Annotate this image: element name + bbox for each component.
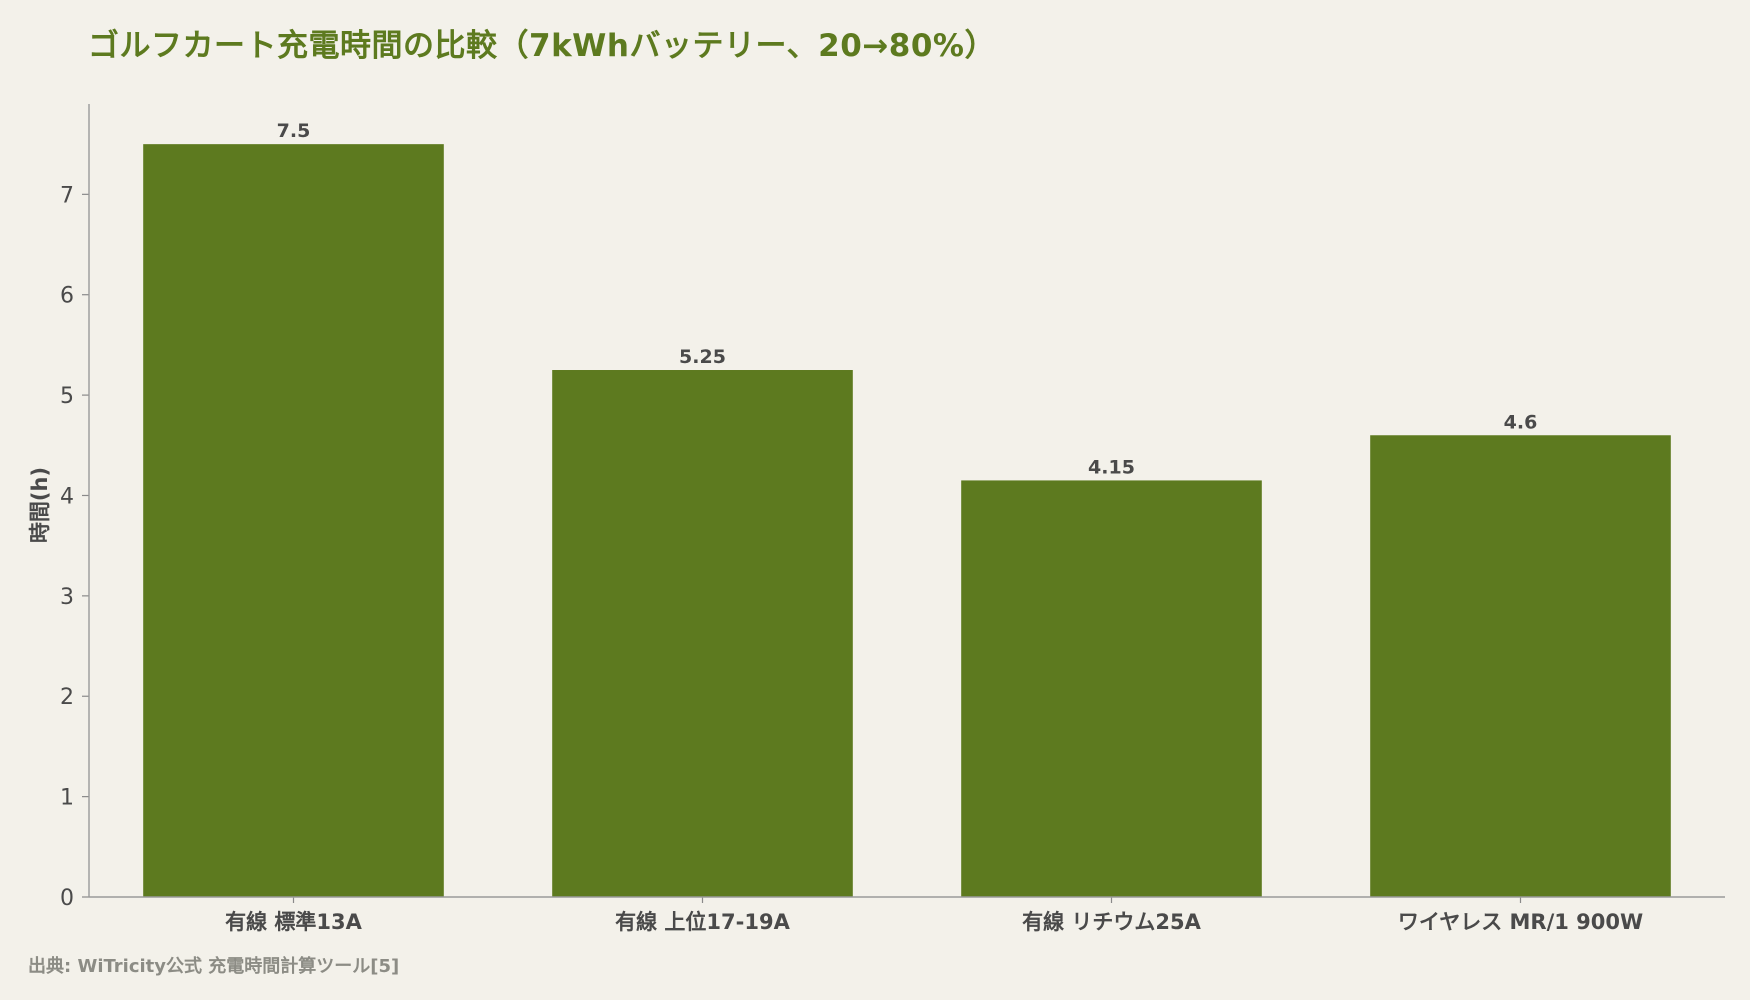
bar [961, 480, 1262, 897]
y-tick-label: 4 [60, 484, 74, 509]
y-tick-label: 5 [60, 384, 74, 409]
x-tick-label: 有線 上位17-19A [615, 910, 790, 934]
x-tick-label: ワイヤレス MR/1 900W [1398, 910, 1643, 934]
y-tick-label: 1 [60, 786, 74, 811]
y-axis-title: 時間(h) [28, 467, 52, 543]
chart-title: ゴルフカート充電時間の比較（7kWhバッテリー、20→80%） [88, 28, 996, 64]
data-label: 4.6 [1504, 411, 1538, 433]
y-tick-label: 2 [60, 685, 74, 710]
source-note: 出典: WiTricity公式 充電時間計算ツール[5] [28, 956, 400, 977]
data-label: 4.15 [1088, 456, 1135, 478]
bar [552, 370, 853, 897]
y-tick-label: 6 [60, 284, 74, 309]
data-label: 5.25 [679, 346, 726, 368]
bar [143, 144, 444, 897]
bars-layer [143, 144, 1671, 897]
data-labels-layer: 7.5 5.25 4.15 4.6 [277, 120, 1538, 478]
data-label: 7.5 [277, 120, 311, 142]
y-tick-label: 7 [60, 183, 74, 208]
axes-layer: 有線 標準13A 有線 上位17-19A 有線 リチウム25A ワイヤレス MR/1 … [60, 104, 1725, 934]
x-tick-label: 有線 標準13A [225, 910, 363, 934]
bar [1370, 435, 1671, 897]
y-tick-label: 0 [60, 886, 74, 911]
x-tick-label: 有線 リチウム25A [1022, 910, 1202, 934]
y-tick-label: 3 [60, 585, 74, 610]
